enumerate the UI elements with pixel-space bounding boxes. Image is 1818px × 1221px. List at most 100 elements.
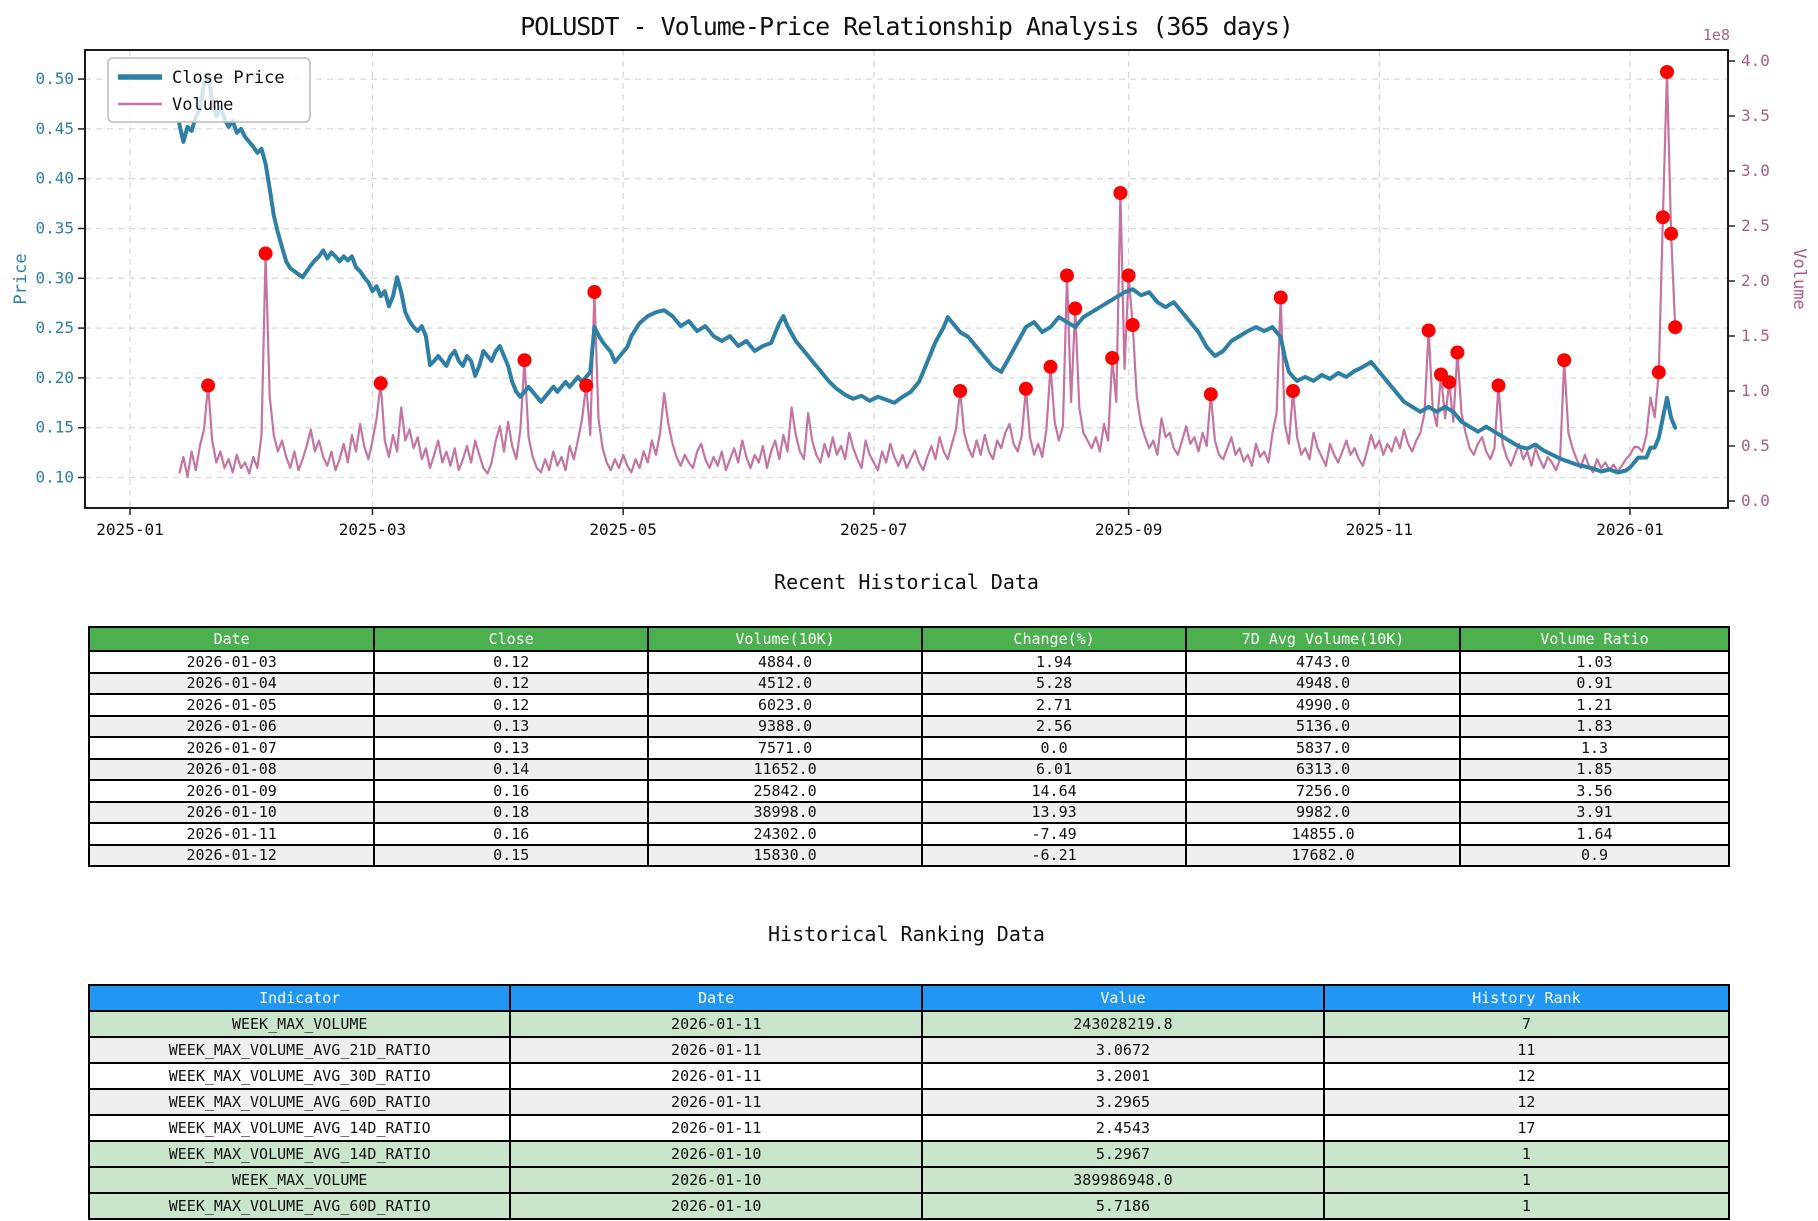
- table-cell: 38998.0: [647, 800, 924, 824]
- y-right-tick-label: 3.5: [1741, 106, 1770, 125]
- spike-dot: [1491, 378, 1506, 393]
- table-cell: 0.0: [921, 736, 1188, 760]
- spike-dot: [1664, 226, 1679, 241]
- y-left-tick-label: 0.10: [35, 468, 74, 487]
- column-header: 7D Avg Volume(10K): [1185, 626, 1461, 652]
- spike-dot: [587, 285, 602, 299]
- table-cell: 9388.0: [647, 714, 924, 738]
- spike-dot: [1105, 351, 1120, 365]
- table-cell: 2026-01-05: [87, 693, 376, 717]
- table-cell: WEEK_MAX_VOLUME_AVG_14D_RATIO: [87, 1114, 512, 1142]
- spike-dot: [1655, 210, 1670, 225]
- table-cell: 11652.0: [647, 757, 924, 781]
- x-tick-label: 2025-05: [589, 520, 656, 539]
- y-right-tick-label: 3.0: [1741, 161, 1770, 180]
- spike-dot: [201, 378, 216, 393]
- table-cell: 6023.0: [647, 693, 924, 717]
- table-cell: 5.28: [921, 671, 1188, 695]
- table-row: 2026-01-03 0.12 4884.0 1.94 4743.0 1.03: [87, 650, 1731, 674]
- spike-dot: [1421, 323, 1436, 338]
- ranking-caption: Historical Ranking Data: [768, 922, 1045, 946]
- table-row: 2026-01-04 0.12 4512.0 5.28 4948.0 0.91: [87, 671, 1731, 695]
- y-left-tick-label: 0.45: [35, 119, 74, 138]
- volume-line: [178, 70, 1677, 478]
- table-cell: 7571.0: [647, 736, 924, 760]
- spike-dot: [1442, 375, 1457, 390]
- table-cell: 12: [1322, 1088, 1731, 1116]
- table-cell: WEEK_MAX_VOLUME_AVG_60D_RATIO: [87, 1192, 512, 1220]
- table-row: WEEK_MAX_VOLUME_AVG_14D_RATIO 2026-01-10 5…: [87, 1140, 1731, 1168]
- table-cell: WEEK_MAX_VOLUME_AVG_21D_RATIO: [87, 1036, 512, 1064]
- x-tick-label: 2025-01: [96, 520, 163, 539]
- table-cell: 9982.0: [1185, 800, 1461, 824]
- table-cell: 3.91: [1458, 800, 1731, 824]
- chart-canvas: 0.10 0.15 0.20 0.25 0.30 0.35 0.40 0.45 0.50 0.0 0…: [11, 26, 1809, 539]
- x-tick-label: 2025-11: [1346, 520, 1413, 539]
- x-tick-label: 2026-01: [1596, 520, 1663, 539]
- spike-dot: [517, 353, 532, 368]
- table-cell: 2.56: [921, 714, 1188, 738]
- table-row: WEEK_MAX_VOLUME_AVG_21D_RATIO 2026-01-11 3…: [87, 1036, 1731, 1064]
- table-cell: 2026-01-11: [509, 1088, 924, 1116]
- table-cell: 0.15: [373, 843, 650, 867]
- column-header: Volume(10K): [647, 626, 924, 652]
- spike-dot: [1113, 186, 1128, 200]
- y-left-tick-label: 0.25: [35, 318, 74, 337]
- header-row: Date Close Volume(10K) Change(%) 7D Avg Volu…: [87, 626, 1731, 652]
- table-cell: 3.2965: [921, 1088, 1325, 1116]
- table-cell: 2026-01-11: [509, 1010, 924, 1038]
- spike-dot: [1668, 320, 1683, 335]
- table-cell: 0.18: [373, 800, 650, 824]
- spike-dot: [258, 246, 273, 261]
- ranking-table: Indicator Date Value History Rank WEEK_MAX_…: [87, 984, 1731, 1220]
- table-cell: 2026-01-11: [509, 1036, 924, 1064]
- table-cell: -6.21: [921, 843, 1188, 867]
- table-cell: 2026-01-10: [509, 1192, 924, 1220]
- table-cell: 2026-01-10: [509, 1140, 924, 1168]
- spike-dot: [1286, 384, 1300, 398]
- y-left-tick-label: 0.20: [35, 368, 74, 387]
- y-right-tick-label: 4.0: [1741, 51, 1770, 70]
- table-cell: 2026-01-07: [87, 736, 376, 760]
- table-cell: WEEK_MAX_VOLUME: [87, 1010, 512, 1038]
- table-cell: 7256.0: [1185, 779, 1461, 803]
- table-cell: 0.13: [373, 714, 650, 738]
- table-cell: 1: [1322, 1140, 1731, 1168]
- y-left-tick-label: 0.40: [35, 169, 74, 188]
- table-cell: 2.4543: [921, 1114, 1325, 1142]
- x-tick-label: 2025-09: [1095, 520, 1162, 539]
- y-left-tick-label: 0.15: [35, 418, 74, 437]
- table-cell: 1: [1322, 1166, 1731, 1194]
- table-cell: 2026-01-08: [87, 757, 376, 781]
- table-cell: 4743.0: [1185, 650, 1461, 674]
- table-row: 2026-01-08 0.14 11652.0 6.01 6313.0 1.85: [87, 757, 1731, 781]
- recent-table-body: 2026-01-03 0.12 4884.0 1.94 4743.0 1.03 2026-0…: [87, 650, 1731, 867]
- table-cell: 2026-01-12: [87, 843, 376, 867]
- volume-axis-multiplier: 1e8: [1703, 26, 1730, 44]
- price-line: [177, 72, 1678, 475]
- table-row: 2026-01-07 0.13 7571.0 0.0 5837.0 1.3: [87, 736, 1731, 760]
- volume-spike-markers: [201, 65, 1683, 402]
- spike-dot: [373, 376, 388, 391]
- table-cell: 5136.0: [1185, 714, 1461, 738]
- spike-dot: [1203, 387, 1218, 402]
- table-cell: 1.21: [1458, 693, 1731, 717]
- header-row: Indicator Date Value History Rank: [87, 984, 1731, 1012]
- table-cell: 1.03: [1458, 650, 1731, 674]
- table-cell: 11: [1322, 1036, 1731, 1064]
- spike-dot: [1043, 359, 1058, 374]
- table-cell: 0.9: [1458, 843, 1731, 867]
- table-row: WEEK_MAX_VOLUME 2026-01-10 389986948.0 1: [87, 1166, 1731, 1194]
- table-cell: 1.85: [1458, 757, 1731, 781]
- x-tick-label: 2025-03: [339, 520, 406, 539]
- table-cell: WEEK_MAX_VOLUME_AVG_14D_RATIO: [87, 1140, 512, 1168]
- table-cell: 0.14: [373, 757, 650, 781]
- spike-dot: [1557, 353, 1572, 368]
- table-cell: 4990.0: [1185, 693, 1461, 717]
- y-right-tick-label: 1.5: [1741, 326, 1770, 345]
- table-cell: 15830.0: [647, 843, 924, 867]
- table-cell: 0.91: [1458, 671, 1731, 695]
- table-row: 2026-01-05 0.12 6023.0 2.71 4990.0 1.21: [87, 693, 1731, 717]
- x-tick-label: 2025-07: [840, 520, 907, 539]
- column-header: Date: [87, 626, 376, 652]
